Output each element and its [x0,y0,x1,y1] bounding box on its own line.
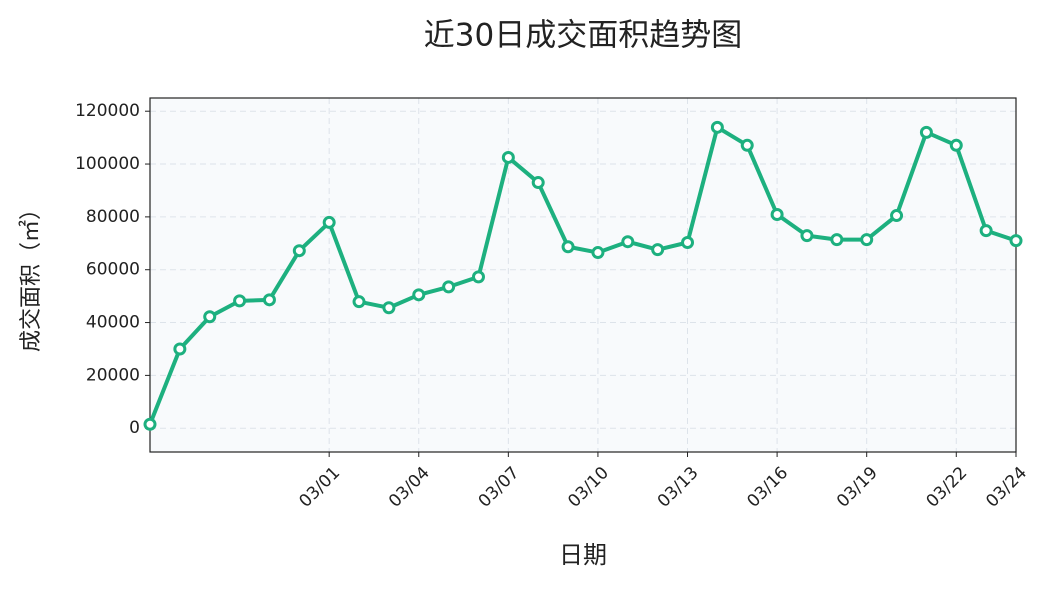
y-tick-label: 100000 [75,154,140,174]
x-tick-label: 03/24 [982,463,1031,512]
data-point [501,150,515,164]
plot-frame [149,97,1017,453]
data-point [143,417,157,431]
plot-area [150,98,1016,452]
data-point [770,208,784,222]
data-point [292,244,306,258]
data-point [442,280,456,294]
x-tick-label: 03/01 [295,463,344,512]
x-tick-label: 03/16 [743,463,792,512]
x-tick-label: 03/22 [923,463,972,512]
data-point [233,294,247,308]
y-tick-label: 0 [129,418,140,438]
x-tick-label: 03/04 [385,463,434,512]
x-tick-label: 03/10 [564,463,613,512]
chart-title: 近30日成交面积趋势图 [424,18,742,54]
data-point [979,224,993,238]
data-point [382,301,396,315]
data-point [412,288,426,302]
x-tick-label: 03/19 [833,463,882,512]
data-point [890,209,904,223]
data-point [919,125,933,139]
y-tick-label: 120000 [75,101,140,121]
data-point [681,236,695,250]
data-point [860,233,874,247]
data-point [322,215,336,229]
data-point [531,176,545,190]
y-axis-label: 成交面积（㎡） [18,198,44,352]
data-point [710,120,724,134]
data-point [651,243,665,257]
data-point [173,342,187,356]
data-point [830,233,844,247]
data-point [621,235,635,249]
data-point [203,310,217,324]
y-tick-label: 20000 [86,365,140,385]
data-point [800,229,814,243]
data-point [591,246,605,260]
data-point [352,295,366,309]
x-tick-label: 03/13 [654,463,703,512]
data-point [471,270,485,284]
y-tick-label: 60000 [86,260,140,280]
data-point [561,240,575,254]
x-axis-label: 日期 [559,541,607,569]
data-point [949,138,963,152]
data-point [262,293,276,307]
x-tick-label: 03/07 [475,463,524,512]
data-point [740,138,754,152]
y-tick-label: 80000 [86,207,140,227]
data-point [1009,234,1023,248]
y-tick-label: 40000 [86,313,140,333]
